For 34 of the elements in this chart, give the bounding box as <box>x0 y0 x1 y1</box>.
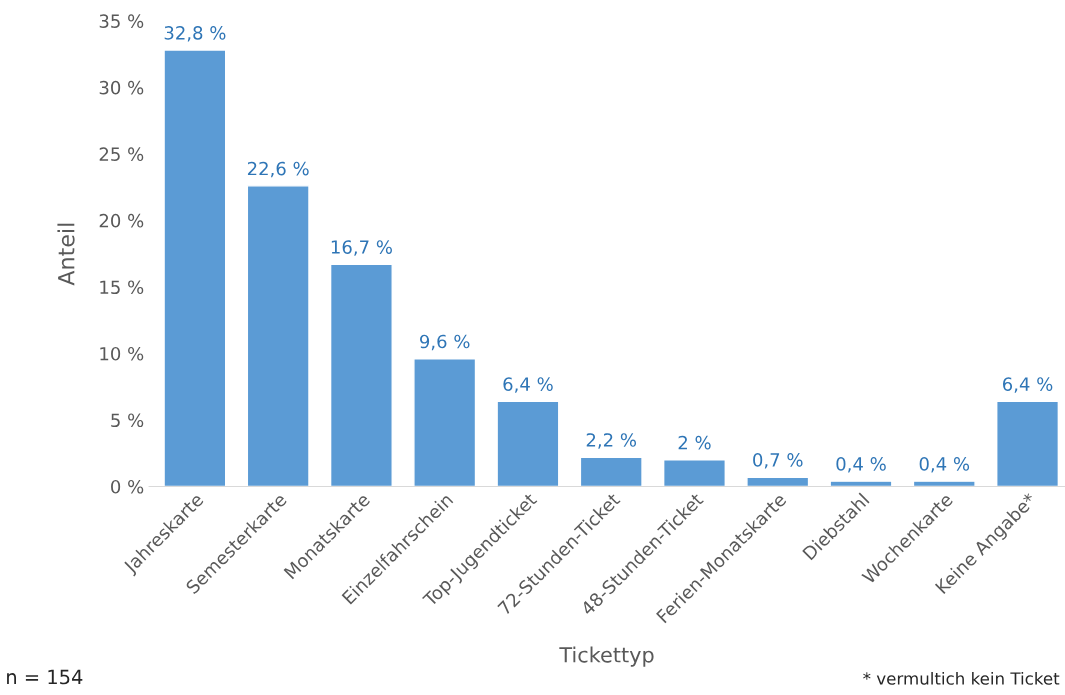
bar <box>246 185 310 487</box>
data-label: 0,4 % <box>919 457 970 473</box>
data-label: 0,7 % <box>753 453 803 469</box>
bar <box>163 49 227 487</box>
text: n = 154 <box>7 669 83 685</box>
y-tick-label: 35 % <box>99 14 144 28</box>
bar <box>496 400 560 487</box>
data-label: 6,4 % <box>1002 377 1053 393</box>
text: * vermultich kein Ticket <box>863 671 1060 685</box>
data-label: 22,6 % <box>247 161 309 178</box>
x-axis-title: Tickettyp <box>559 646 654 667</box>
bar <box>662 459 726 487</box>
y-tick-label: 0 % <box>111 479 144 494</box>
y-axis-title: Anteil <box>57 223 75 286</box>
data-label: 0,4 % <box>836 457 886 473</box>
data-label: 16,7 % <box>331 240 392 256</box>
bar <box>829 480 893 487</box>
y-tick-label: 30 % <box>99 80 144 95</box>
y-tick-label: 25 % <box>99 147 144 162</box>
bar <box>579 456 643 487</box>
data-label: 32,8 % <box>164 26 226 42</box>
bar <box>996 400 1060 487</box>
y-tick-label: 10 % <box>100 346 144 361</box>
bar <box>912 480 976 487</box>
data-label: 9,6 % <box>420 334 470 351</box>
y-tick-label: 15 % <box>100 280 144 295</box>
bar <box>329 263 393 487</box>
data-label: 2,2 % <box>586 433 637 449</box>
data-label: 6,4 % <box>503 377 553 393</box>
y-tick-label: 5 % <box>111 413 144 428</box>
bar <box>413 358 477 487</box>
y-tick-label: 20 % <box>99 213 144 228</box>
data-label: 2 % <box>678 435 711 450</box>
bar <box>746 476 810 487</box>
